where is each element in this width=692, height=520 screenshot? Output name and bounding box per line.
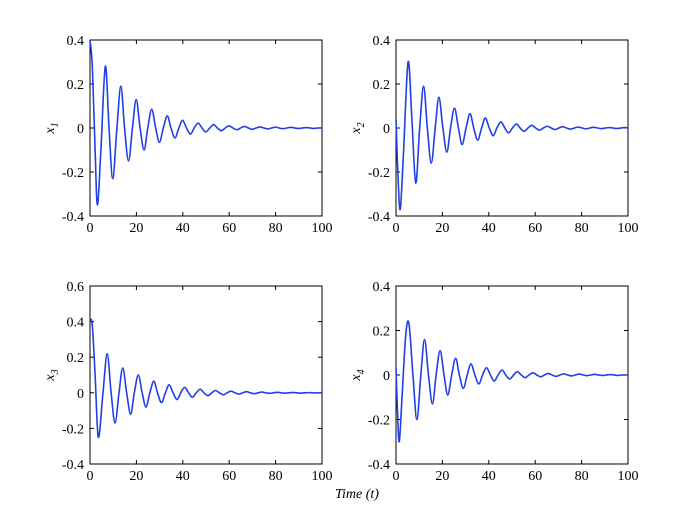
subplot-x1: 0 20 40 60 80 100 -0.4 -0.2 0 0.2 0.4 x1	[43, 34, 333, 236]
plot-frame	[89, 285, 323, 465]
series-line-x3	[89, 318, 323, 439]
y-tick-label: 0.4	[67, 34, 85, 49]
y-axis-label-main: x	[43, 374, 58, 382]
x-tick-label: 20	[435, 221, 449, 236]
y-tick-label: -0.2	[368, 414, 390, 429]
y-tick-label: 0	[77, 387, 84, 402]
y-tick-label: 0.2	[67, 351, 85, 366]
y-tick-label: -0.4	[62, 210, 84, 225]
y-tick-label: -0.2	[62, 422, 84, 437]
x-tick-label: 80	[575, 469, 589, 484]
x-tick-label: 40	[176, 469, 190, 484]
x-tick-label: 80	[269, 221, 283, 236]
y-axis-label-subscript: 4	[356, 369, 367, 374]
x-tick-label: 20	[129, 221, 143, 236]
x-tick-label: 0	[87, 221, 94, 236]
y-axis-label: x4	[349, 369, 367, 381]
y-tick-label: 0.4	[373, 280, 391, 295]
y-axis-label: x1	[43, 122, 61, 134]
x-tick-label: 80	[269, 469, 283, 484]
x-tick-label: 60	[528, 469, 542, 484]
y-axis-label: x3	[43, 369, 61, 381]
x-tick-label: 100	[312, 469, 333, 484]
x-tick-label: 0	[393, 221, 400, 236]
y-tick-label: 0.2	[373, 325, 391, 340]
x-tick-label: 20	[129, 469, 143, 484]
y-tick-label: 0	[383, 122, 390, 137]
x-tick-label: 40	[482, 469, 496, 484]
y-axis-label-subscript: 1	[50, 122, 61, 127]
y-axis-label-subscript: 3	[50, 369, 61, 375]
x-tick-label: 100	[618, 469, 639, 484]
y-tick-label: 0.6	[67, 280, 85, 295]
series-line-x4	[395, 320, 629, 443]
y-tick-label: 0	[77, 122, 84, 137]
series-line-x1	[89, 39, 323, 206]
subplot-x4: 0 20 40 60 80 100 -0.4 -0.2 0 0.2 0.4 x4	[349, 280, 639, 484]
y-axis-label-main: x	[349, 374, 364, 382]
x-tick-label: 60	[222, 221, 236, 236]
x-tick-label: 0	[393, 469, 400, 484]
x-tick-label: 100	[618, 221, 639, 236]
y-tick-label: -0.4	[368, 458, 390, 473]
x-tick-label: 0	[87, 469, 94, 484]
y-tick-label: -0.4	[62, 458, 84, 473]
x-tick-label: 60	[528, 221, 542, 236]
x-tick-label: 40	[482, 221, 496, 236]
x-tick-label: 100	[312, 221, 333, 236]
series-line-x2	[395, 60, 629, 211]
y-tick-label: 0.2	[67, 78, 85, 93]
x-tick-label: 40	[176, 221, 190, 236]
subplot-x3: 0 20 40 60 80 100 -0.4 -0.2 0 0.2 0.4 0.6 x3	[43, 280, 333, 484]
y-axis-label-main: x	[43, 127, 58, 135]
x-tick-label: 60	[222, 469, 236, 484]
y-tick-label: -0.2	[368, 166, 390, 181]
y-axis-label-subscript: 2	[356, 122, 367, 127]
y-tick-label: 0	[383, 369, 390, 384]
y-axis-label-main: x	[349, 127, 364, 135]
y-tick-label: -0.2	[62, 166, 84, 181]
y-axis-label: x2	[349, 122, 367, 134]
y-tick-label: 0.2	[373, 78, 391, 93]
y-tick-label: -0.4	[368, 210, 390, 225]
x-axis-label: Time (t)	[335, 487, 379, 502]
y-tick-label: 0.4	[373, 34, 391, 49]
y-tick-label: 0.4	[67, 316, 85, 331]
x-tick-label: 20	[435, 469, 449, 484]
x-tick-label: 80	[575, 221, 589, 236]
subplot-x2: 0 20 40 60 80 100 -0.4 -0.2 0 0.2 0.4 x2	[349, 34, 639, 236]
